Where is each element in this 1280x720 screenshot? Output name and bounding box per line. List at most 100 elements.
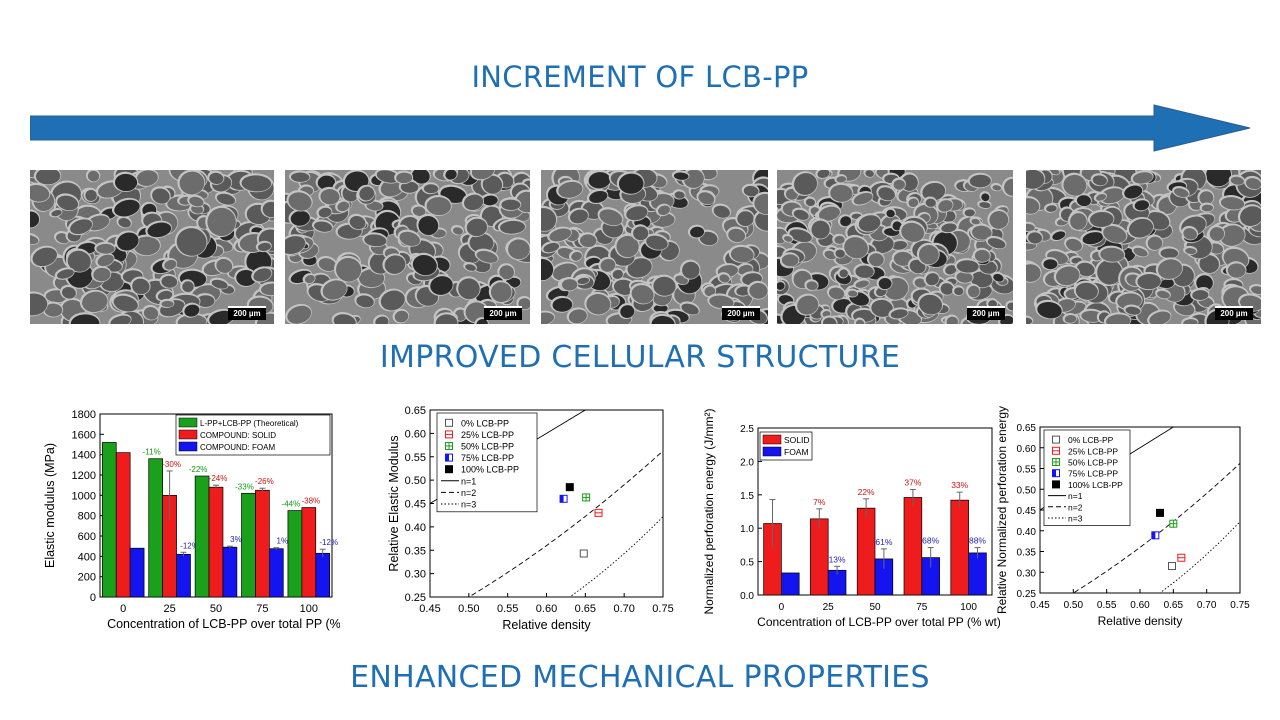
cell-pore — [974, 249, 990, 262]
cell-pore — [1132, 172, 1153, 184]
foam-cell — [866, 251, 885, 268]
cell-pore — [35, 170, 61, 185]
bar-foam — [968, 552, 987, 596]
cell-pore — [754, 193, 768, 215]
legend-marker — [1052, 469, 1060, 478]
marker-square — [579, 549, 588, 558]
foam-cell — [837, 214, 852, 228]
cell-pore — [394, 310, 409, 323]
legend-label: 75% LCB-PP — [1068, 469, 1118, 479]
foam-cell — [803, 196, 816, 207]
cell-pore — [1106, 314, 1131, 324]
cell-pore — [981, 193, 990, 202]
y-tick-label: 1.5 — [740, 491, 754, 502]
cell-pore — [356, 295, 374, 308]
cell-pore — [541, 208, 557, 231]
cell-pore — [336, 257, 362, 282]
foam-cell — [1123, 304, 1142, 316]
x-axis-label: Relative density — [502, 618, 591, 632]
foam-cell — [815, 170, 831, 179]
foam-cell — [1050, 229, 1066, 242]
cell-pore — [359, 186, 375, 201]
cell-pore — [971, 218, 980, 225]
cell-pore — [57, 269, 74, 279]
foam-cell — [728, 244, 755, 264]
foam-cell — [707, 293, 735, 310]
legend-swatch — [762, 446, 782, 457]
foam-cell — [464, 216, 488, 238]
cell-pore — [858, 215, 881, 232]
foam-cell — [424, 194, 452, 217]
data-label: 61% — [875, 537, 892, 547]
foam-cell — [575, 275, 590, 285]
cell-pore — [285, 236, 306, 255]
foam-cell — [316, 205, 333, 219]
y-tick-label: 0.40 — [1017, 527, 1037, 538]
legend-label: n=3 — [1068, 514, 1083, 524]
cell-pore — [164, 259, 177, 270]
foam-cell — [175, 312, 208, 324]
cell-pore — [44, 303, 63, 317]
x-tick-label: 0 — [779, 602, 785, 613]
y-tick-label: 1600 — [72, 429, 96, 441]
foam-cell — [373, 314, 390, 324]
cell-pore — [1004, 178, 1013, 196]
cell-pore — [418, 216, 439, 236]
cell-pore — [118, 217, 131, 228]
foam-cell — [891, 249, 914, 267]
cell-pore — [464, 194, 484, 211]
cell-pore — [384, 255, 406, 274]
y-tick-label: 0.25 — [1017, 589, 1037, 600]
cell-pore — [914, 278, 927, 288]
cell-pore — [1075, 282, 1098, 300]
data-label: -26% — [255, 477, 274, 486]
foam-cell — [382, 253, 407, 275]
foam-cell — [1053, 264, 1081, 287]
x-tick-label: 0 — [120, 603, 126, 615]
x-tick-label: 0.65 — [575, 603, 596, 615]
scale-bar-label: 200 µm — [233, 309, 261, 318]
foam-cell — [610, 267, 624, 280]
foam-cell — [1203, 170, 1232, 188]
data-point — [565, 483, 574, 492]
cell-pore — [1199, 255, 1219, 273]
foam-cell — [318, 186, 341, 206]
foam-cell — [965, 283, 981, 299]
data-label: -30% — [162, 460, 181, 469]
foam-cell — [906, 196, 920, 209]
cell-pore — [86, 215, 110, 231]
legend-label: n=2 — [461, 488, 476, 498]
cell-pore — [466, 218, 488, 237]
cell-pore — [653, 276, 676, 296]
y-tick-label: 1200 — [72, 470, 96, 482]
chart-perforation-energy: 0.0 0.5 1.0 1.5 2.0 2.5 0 25 7% 13% 50 22% 61% 75 37% 6… — [700, 385, 1001, 640]
foam-cell — [567, 207, 589, 225]
cell-pore — [1160, 248, 1179, 259]
foam-cell — [791, 207, 810, 221]
cell-pore — [1049, 170, 1060, 175]
cell-pore — [651, 315, 675, 324]
cell-pore — [412, 254, 437, 276]
x-tick-label: 25 — [823, 602, 835, 613]
cell-pore — [290, 210, 310, 226]
cell-pore — [375, 316, 389, 324]
foam-cell — [970, 223, 993, 241]
cell-pore — [1220, 225, 1245, 246]
cell-pore — [211, 279, 228, 289]
foam-cell — [1181, 225, 1199, 241]
foam-cell — [644, 233, 669, 251]
foam-cell — [1194, 273, 1214, 292]
foam-cell — [1001, 176, 1013, 197]
cell-pore — [1076, 262, 1095, 277]
legend-label: 50% LCB-PP — [461, 442, 514, 452]
foam-cell — [461, 192, 485, 212]
cell-pore — [114, 173, 138, 192]
foam-cell — [1098, 245, 1126, 263]
bar-foam — [781, 572, 800, 596]
data-point — [1168, 562, 1176, 571]
foam-cell — [205, 205, 237, 238]
legend-box — [175, 414, 331, 456]
foam-cell — [428, 274, 454, 296]
foam-cell — [936, 198, 954, 213]
cell-pore — [835, 249, 845, 258]
